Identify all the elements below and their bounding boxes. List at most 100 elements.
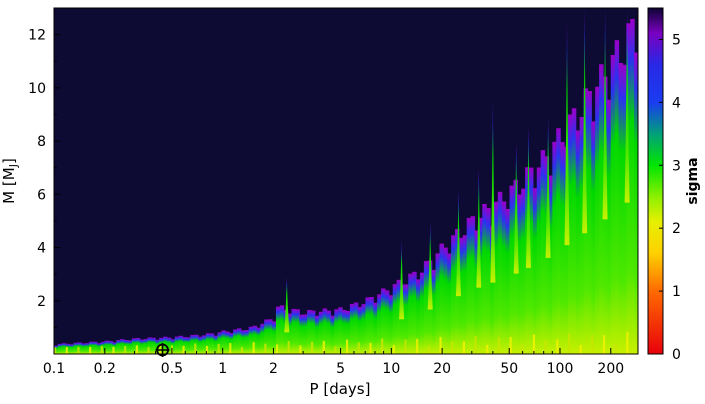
heatmap-low-band	[602, 335, 606, 354]
heatmap-spike	[284, 276, 290, 333]
heatmap-column	[244, 330, 250, 354]
heatmap-spike	[545, 114, 551, 258]
heatmap-low-band	[544, 340, 547, 354]
heatmap-column	[174, 336, 180, 354]
heatmap-low-band	[287, 340, 290, 354]
heatmap-column	[330, 315, 335, 354]
heatmap-column	[447, 253, 452, 354]
heatmap-low-band	[509, 337, 512, 354]
heatmap-column	[96, 343, 102, 354]
heatmap-column	[217, 332, 223, 354]
x-tick-label: 200	[597, 361, 624, 377]
heatmap-column	[388, 295, 394, 354]
colorbar-tick-label: 1	[672, 284, 681, 300]
heatmap-column	[81, 343, 86, 354]
heatmap-low-band	[240, 346, 244, 354]
heatmap-spike	[490, 101, 496, 283]
colorbar-tick-label: 0	[672, 347, 681, 363]
x-tick-label: 0.2	[94, 361, 116, 377]
heatmap-low-band	[486, 344, 489, 354]
heatmap-column	[587, 91, 592, 354]
x-tick-label: 1	[218, 361, 227, 377]
heatmap-column	[381, 288, 386, 354]
heatmap-column	[536, 167, 542, 354]
heatmap-column	[303, 314, 308, 354]
plot-area	[53, 7, 639, 358]
y-tick-label: 10	[28, 81, 46, 97]
heatmap-column	[131, 338, 137, 354]
heatmap-low-band	[334, 346, 337, 354]
heatmap-column	[470, 216, 476, 354]
heatmap-column	[474, 230, 479, 354]
heatmap-low-band	[357, 342, 360, 354]
heatmap-column	[225, 331, 230, 354]
heatmap-low-band	[77, 346, 80, 354]
heatmap-column	[252, 325, 258, 354]
heatmap-column	[396, 279, 402, 354]
heatmap-spike	[455, 188, 461, 297]
heatmap-column	[431, 269, 437, 354]
heatmap-column	[419, 272, 425, 354]
heatmap-low-band	[567, 333, 571, 354]
heatmap-spike	[564, 21, 570, 246]
heatmap-column	[614, 40, 620, 354]
colorbar-tick-label: 4	[672, 95, 681, 111]
heatmap-column	[486, 208, 491, 354]
heatmap-column	[571, 108, 577, 354]
heatmap-column	[318, 311, 324, 354]
heatmap-low-band	[299, 345, 302, 354]
heatmap-column	[287, 313, 293, 354]
heatmap-column	[458, 237, 464, 354]
heatmap-low-band	[626, 331, 629, 354]
heatmap-low-band	[381, 338, 384, 354]
heatmap-column	[365, 297, 370, 354]
heatmap-column	[279, 305, 285, 354]
heatmap-column	[404, 284, 409, 354]
x-axis-label: P [days]	[310, 380, 371, 398]
heatmap-column	[240, 330, 246, 354]
heatmap-column	[104, 340, 110, 354]
heatmap-column	[443, 247, 448, 354]
heatmap-column	[326, 310, 332, 354]
y-axis-ticks: 2 4 6 8 10 12	[28, 7, 60, 328]
heatmap-low-band	[369, 342, 372, 354]
heatmap-spike	[525, 125, 531, 268]
heatmap-column	[384, 290, 390, 354]
y-axis-label: M [MJ]	[0, 158, 20, 204]
heatmap-low-band	[89, 346, 92, 354]
heatmap-low-band	[217, 343, 220, 354]
heatmap-column	[264, 319, 269, 354]
heatmap-low-band	[416, 338, 419, 354]
heatmap-column	[564, 146, 569, 354]
heatmap-column	[462, 235, 468, 354]
heatmap-column	[186, 337, 191, 354]
x-tick-label: 100	[547, 361, 574, 377]
best-fit-marker	[155, 343, 170, 358]
heatmap-column	[147, 337, 152, 354]
heatmap-spike	[399, 239, 405, 320]
heatmap-column	[493, 201, 499, 354]
heatmap-low-band	[462, 341, 465, 354]
heatmap-column	[490, 225, 495, 354]
heatmap-low-band	[100, 346, 103, 354]
heatmap-low-band	[264, 343, 267, 354]
heatmap-low-band	[124, 345, 127, 354]
heatmap-column	[256, 327, 261, 354]
x-tick-label: 2	[269, 361, 278, 377]
heatmap-column	[139, 339, 145, 354]
heatmap-column	[610, 55, 616, 354]
heatmap-column	[248, 326, 254, 354]
heatmap-column	[73, 342, 78, 354]
heatmap-column	[260, 323, 265, 354]
heatmap-column	[272, 321, 277, 354]
heatmap-column	[532, 188, 538, 354]
x-tick-label: 5	[336, 361, 345, 377]
heatmap-column	[54, 345, 59, 354]
heatmap-column	[85, 343, 90, 354]
heatmap-column	[517, 194, 522, 354]
heatmap-low-band	[532, 334, 536, 354]
heatmap-low-band	[579, 345, 582, 354]
heatmap-column	[112, 342, 117, 354]
heatmap-column	[501, 201, 507, 354]
